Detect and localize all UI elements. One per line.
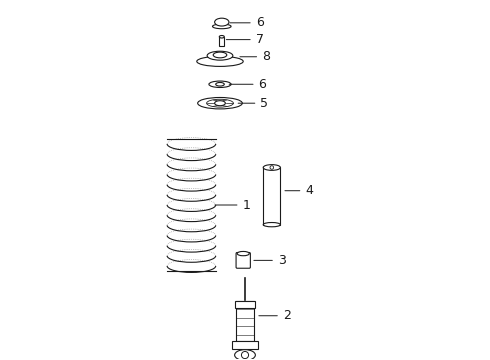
Text: 3: 3 xyxy=(254,254,286,267)
Ellipse shape xyxy=(263,222,280,227)
Bar xyxy=(235,301,255,308)
Bar xyxy=(232,341,258,348)
Bar xyxy=(263,167,280,225)
Ellipse shape xyxy=(215,18,229,26)
Ellipse shape xyxy=(207,51,233,60)
Ellipse shape xyxy=(197,98,243,109)
Text: 1: 1 xyxy=(215,198,250,212)
Ellipse shape xyxy=(213,24,231,29)
Circle shape xyxy=(270,166,273,169)
Ellipse shape xyxy=(235,350,255,360)
Ellipse shape xyxy=(215,101,225,106)
Text: 7: 7 xyxy=(226,33,264,46)
Ellipse shape xyxy=(213,52,227,58)
FancyBboxPatch shape xyxy=(236,252,250,268)
Ellipse shape xyxy=(216,82,224,86)
Text: 8: 8 xyxy=(240,50,270,63)
Ellipse shape xyxy=(220,36,224,38)
Text: 2: 2 xyxy=(259,309,291,322)
Bar xyxy=(220,37,224,46)
Text: 6: 6 xyxy=(229,78,267,91)
Text: 6: 6 xyxy=(230,16,264,29)
Text: 4: 4 xyxy=(285,184,313,197)
Ellipse shape xyxy=(197,57,243,66)
Circle shape xyxy=(242,351,248,359)
Ellipse shape xyxy=(263,165,280,170)
Text: 5: 5 xyxy=(238,97,269,110)
Bar xyxy=(236,301,254,341)
Ellipse shape xyxy=(209,81,231,87)
Ellipse shape xyxy=(237,251,249,256)
